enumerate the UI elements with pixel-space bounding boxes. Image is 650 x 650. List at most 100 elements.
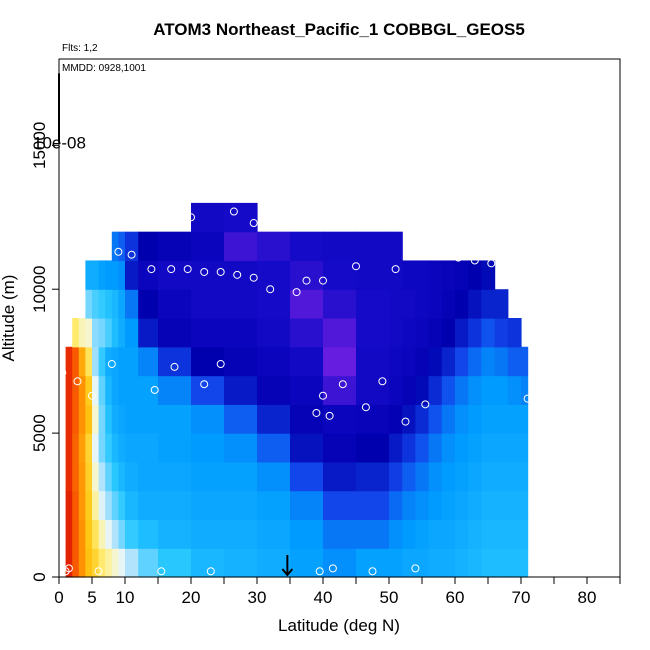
heatmap-cell: [521, 404, 529, 434]
heatmap-cell: [85, 346, 93, 377]
heatmap-cell: [98, 490, 106, 521]
heatmap-cell: [428, 346, 443, 377]
heatmap-cell: [72, 519, 80, 549]
heatmap-cell: [455, 260, 469, 290]
heatmap-cell: [78, 346, 86, 377]
heatmap-cell: [78, 461, 86, 492]
observation-point: [150, 385, 159, 394]
heatmap-cell: [389, 231, 403, 262]
heatmap-cell: [323, 519, 357, 549]
heatmap-cell: [125, 461, 139, 492]
heatmap-cell: [125, 404, 139, 434]
heatmap-cell: [356, 461, 390, 492]
heatmap-cell: [415, 519, 430, 549]
heatmap-cell: [118, 519, 126, 549]
heatmap-cell: [138, 548, 159, 578]
heatmap-cell: [65, 346, 73, 377]
heatmap-cell: [158, 490, 192, 521]
heatmap-cell: [323, 346, 357, 377]
heatmap-cell: [389, 289, 403, 319]
heatmap-cell: [105, 289, 113, 319]
heatmap-cell: [158, 548, 192, 578]
heatmap-cell: [224, 346, 258, 377]
heatmap-cell: [98, 461, 106, 492]
observation-point: [130, 216, 139, 225]
y-tick-label: 10000: [30, 266, 49, 313]
heatmap-cell: [111, 346, 119, 377]
y-tick-label: 15000: [30, 122, 49, 169]
heatmap-cell: [224, 289, 258, 319]
heatmap-cells: [65, 202, 529, 578]
heatmap-cell: [224, 318, 258, 348]
y-tick-label: 5000: [30, 414, 49, 452]
observation-point: [454, 253, 463, 262]
heatmap-cell: [105, 490, 113, 521]
heatmap-cell: [323, 289, 357, 319]
heatmap-cell: [494, 519, 509, 549]
heatmap-cell: [356, 318, 390, 348]
heatmap-cell: [125, 548, 139, 578]
heatmap-cell: [402, 433, 416, 463]
heatmap-cell: [92, 404, 100, 434]
heatmap-cell: [257, 231, 291, 262]
heatmap-cell: [105, 260, 113, 290]
heatmap-cell: [494, 375, 509, 405]
heatmap-cell: [118, 548, 126, 578]
heatmap-cell: [415, 346, 430, 377]
heatmap-cell: [455, 519, 469, 549]
heatmap-cell: [521, 461, 529, 492]
heatmap-cell: [105, 404, 113, 434]
x-tick-label: 40: [314, 588, 333, 607]
heatmap-cell: [92, 260, 100, 290]
heatmap-cell: [481, 318, 496, 348]
heatmap-cell: [138, 231, 159, 262]
heatmap-cell: [356, 519, 390, 549]
heatmap-cell: [290, 433, 324, 463]
observation-point: [292, 288, 301, 297]
heatmap-cell: [125, 289, 139, 319]
heatmap-cell: [323, 318, 357, 348]
heatmap-cell: [78, 490, 86, 521]
heatmap-cell: [468, 519, 482, 549]
observation-point: [58, 368, 67, 377]
observation-point: [206, 567, 215, 576]
heatmap-cell: [507, 318, 522, 348]
heatmap-cell: [494, 346, 509, 377]
heatmap-cell: [98, 260, 106, 290]
heatmap-cell: [191, 490, 225, 521]
heatmap-cell: [323, 433, 357, 463]
heatmap-cell: [158, 461, 192, 492]
heatmap-cell: [428, 461, 443, 492]
heatmap-cell: [290, 375, 324, 405]
heatmap-cell: [78, 433, 86, 463]
heatmap-cell: [118, 346, 126, 377]
heatmap-cell: [507, 490, 522, 521]
heatmap-cell: [224, 375, 258, 405]
observation-point: [328, 564, 337, 573]
heatmap-cell: [92, 289, 100, 319]
heatmap-cell: [290, 289, 324, 319]
heatmap-cell: [428, 433, 443, 463]
x-tick-label: 60: [446, 588, 465, 607]
heatmap-cell: [98, 519, 106, 549]
heatmap-cell: [72, 318, 80, 348]
heatmap-cell: [85, 548, 93, 578]
observation-point: [183, 265, 192, 274]
heatmap-cell: [415, 318, 430, 348]
heatmap-cell: [494, 461, 509, 492]
heatmap-cell: [224, 490, 258, 521]
heatmap-cell: [323, 548, 357, 578]
heatmap-cell: [428, 548, 443, 578]
observation-point: [312, 408, 321, 417]
heatmap-cell: [118, 318, 126, 348]
observation-point: [187, 213, 195, 222]
heatmap-cell: [138, 490, 159, 521]
heatmap-cell: [389, 519, 403, 549]
heatmap-cell: [98, 346, 106, 377]
heatmap-cell: [356, 404, 390, 434]
x-tick-label: 5: [87, 588, 96, 607]
heatmap-cell: [125, 519, 139, 549]
observation-point: [81, 247, 90, 256]
heatmap-cell: [257, 346, 291, 377]
heatmap-cell: [290, 490, 324, 521]
